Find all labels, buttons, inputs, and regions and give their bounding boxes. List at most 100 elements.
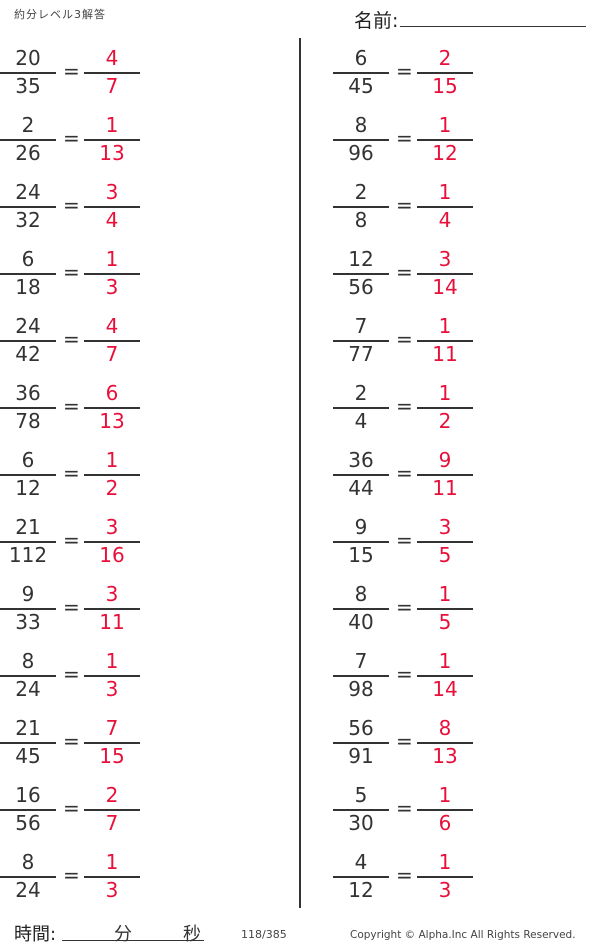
problem-left-10: 8 24 = 1 3 [0,650,145,710]
time-field-line [62,940,204,941]
equals-sign: = [396,461,413,485]
answer-denominator: 4 [105,208,119,232]
problem-right-1: 6 45 = 2 15 [333,47,478,107]
numerator: 16 [15,783,41,807]
fraction-bar [84,206,140,208]
equals-sign: = [63,863,80,887]
answer-denominator: 2 [438,409,452,433]
fraction-bar [417,340,473,342]
fraction-bar [333,407,389,409]
denominator: 24 [15,677,41,701]
numerator: 6 [21,448,35,472]
fraction-bar [417,541,473,543]
answer-denominator: 7 [105,74,119,98]
problem-right-5: 7 77 = 1 11 [333,315,478,375]
problem-left-1: 20 35 = 4 7 [0,47,145,107]
fraction-bar [84,742,140,744]
denominator: 8 [354,208,368,232]
answer-denominator: 13 [432,744,458,768]
fraction-bar [84,340,140,342]
problem-right-9: 8 40 = 1 5 [333,583,478,643]
denominator: 56 [348,275,374,299]
fraction-bar [417,876,473,878]
equals-sign: = [63,662,80,686]
worksheet-title: 約分レベル3解答 [14,8,106,21]
numerator: 8 [21,850,35,874]
numerator: 6 [354,46,368,70]
fraction-bar [84,72,140,74]
equals-sign: = [396,193,413,217]
denominator: 18 [15,275,41,299]
fraction-bar [0,340,56,342]
page-number: 118/385 [241,928,287,941]
fraction-bar [0,608,56,610]
answer-denominator: 5 [438,543,452,567]
problem-left-2: 2 26 = 1 13 [0,114,145,174]
fraction-bar [333,876,389,878]
answer-denominator: 11 [432,476,458,500]
denominator: 112 [8,543,48,567]
fraction-bar [333,541,389,543]
numerator: 20 [15,46,41,70]
answer-denominator: 3 [105,275,119,299]
problem-left-12: 16 56 = 2 7 [0,784,145,844]
equals-sign: = [63,59,80,83]
fraction-bar [417,72,473,74]
numerator: 12 [348,247,374,271]
numerator: 36 [348,448,374,472]
answer-numerator: 3 [438,247,452,271]
equals-sign: = [63,461,80,485]
equals-sign: = [396,126,413,150]
fraction-bar [0,541,56,543]
denominator: 98 [348,677,374,701]
equals-sign: = [396,729,413,753]
numerator: 24 [15,180,41,204]
denominator: 35 [15,74,41,98]
fraction-bar [333,809,389,811]
numerator: 5 [354,783,368,807]
answer-numerator: 3 [105,515,119,539]
fraction-bar [84,876,140,878]
fraction-bar [417,675,473,677]
fraction-bar [0,273,56,275]
answer-numerator: 1 [438,381,452,405]
fraction-bar [0,809,56,811]
problem-right-6: 2 4 = 1 2 [333,382,478,442]
fraction-bar [333,742,389,744]
equals-sign: = [63,528,80,552]
problem-left-5: 24 42 = 4 7 [0,315,145,375]
problem-left-8: 21 112 = 3 16 [0,516,145,576]
answer-numerator: 4 [105,46,119,70]
answer-numerator: 3 [438,515,452,539]
answer-denominator: 3 [438,878,452,902]
answer-denominator: 13 [99,409,125,433]
numerator: 2 [354,180,368,204]
answer-denominator: 15 [99,744,125,768]
numerator: 2 [354,381,368,405]
fraction-bar [84,809,140,811]
fraction-bar [84,273,140,275]
fraction-bar [417,742,473,744]
denominator: 30 [348,811,374,835]
fraction-bar [0,675,56,677]
fraction-bar [333,139,389,141]
denominator: 15 [348,543,374,567]
fraction-bar [333,608,389,610]
fraction-bar [333,474,389,476]
numerator: 24 [15,314,41,338]
answer-denominator: 14 [432,677,458,701]
denominator: 96 [348,141,374,165]
answer-denominator: 11 [99,610,125,634]
answer-denominator: 15 [432,74,458,98]
fraction-bar [0,72,56,74]
answer-numerator: 1 [438,649,452,673]
equals-sign: = [396,394,413,418]
equals-sign: = [63,796,80,820]
numerator: 9 [354,515,368,539]
equals-sign: = [396,796,413,820]
answer-numerator: 1 [438,582,452,606]
problem-left-7: 6 12 = 1 2 [0,449,145,509]
equals-sign: = [396,59,413,83]
fraction-bar [84,474,140,476]
fraction-bar [84,407,140,409]
